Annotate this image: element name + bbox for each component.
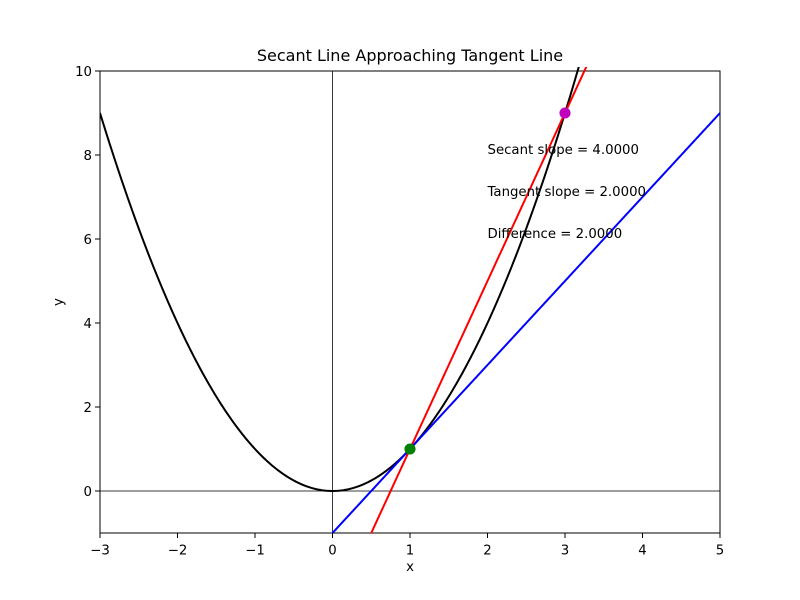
secant-point-marker [559, 107, 571, 119]
y-tick-label: 6 [84, 233, 92, 248]
tangency-point-marker [404, 443, 416, 455]
annotation-secant-slope: Secant slope = 4.0000 [487, 143, 639, 158]
parabola-curve [100, 67, 580, 493]
y-tick-label: 0 [84, 485, 92, 500]
annotation-tangent-slope: Tangent slope = 2.0000 [487, 185, 646, 200]
axes-frame [99, 70, 721, 534]
x-tick-label: 1 [406, 544, 414, 559]
chart-title: Secant Line Approaching Tangent Line [256, 46, 564, 65]
x-tick-label: 2 [483, 544, 491, 559]
y-tick-label: 10 [75, 65, 92, 80]
x-tick-label: −3 [90, 544, 110, 559]
y-tick-label: 8 [84, 149, 92, 164]
x-axis-label: x [406, 560, 414, 575]
y-tick-label: 4 [84, 317, 92, 332]
x-tick-label: 4 [638, 544, 646, 559]
y-tick-label: 2 [84, 401, 92, 416]
x-tick-label: 3 [561, 544, 569, 559]
x-tick-label: 5 [716, 544, 724, 559]
x-tick-label: −1 [245, 544, 265, 559]
y-axis-label: y [51, 298, 67, 306]
x-tick-label: −2 [168, 544, 188, 559]
secant-line [370, 67, 588, 533]
annotation-difference: Difference = 2.0000 [487, 227, 623, 242]
x-tick-label: 0 [328, 544, 336, 559]
